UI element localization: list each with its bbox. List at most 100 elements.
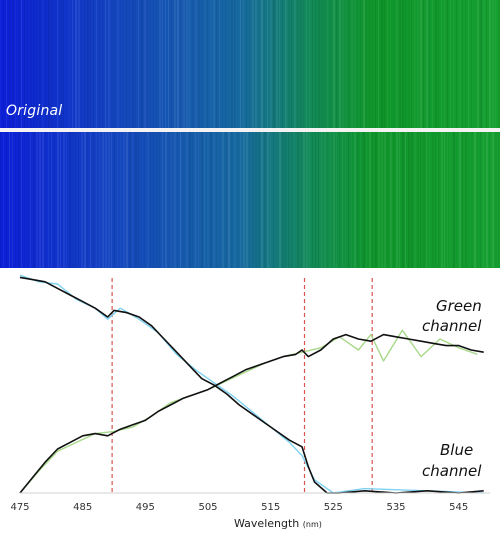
spectrum-stripe — [444, 132, 445, 268]
spectrum-stripe — [216, 0, 218, 128]
spectrum-stripe — [360, 0, 361, 128]
spectrum-stripe — [288, 132, 289, 268]
spectrum-stripe — [237, 132, 239, 268]
spectrum-stripe — [408, 132, 410, 268]
spectrum-stripe — [174, 0, 176, 128]
original-spectrum-gradient — [0, 0, 500, 128]
spectrum-stripe — [93, 132, 94, 268]
spectrum-stripe — [6, 0, 7, 128]
spectrum-stripe — [72, 132, 74, 268]
spectrum-stripe — [294, 0, 296, 128]
spectrum-stripe — [12, 132, 13, 268]
spectrum-stripe — [261, 132, 263, 268]
spectrum-stripe — [441, 132, 443, 268]
spectrum-stripe — [456, 0, 457, 128]
spectrum-stripe — [483, 132, 484, 268]
spectrum-stripe — [39, 0, 41, 128]
spectrum-stripe — [255, 0, 257, 128]
spectrum-stripe — [357, 132, 359, 268]
spectrum-stripe — [117, 132, 118, 268]
spectrum-stripe — [264, 132, 266, 268]
spectrum-stripe — [132, 132, 133, 268]
spectrum-stripe — [66, 0, 67, 128]
spectrum-stripe — [243, 0, 244, 128]
spectrum-stripe — [393, 132, 395, 268]
spectrum-stripe — [423, 132, 425, 268]
spectrum-stripe — [186, 132, 188, 268]
spectrum-stripe — [210, 132, 212, 268]
spectrum-stripe — [270, 132, 271, 268]
spectrum-stripe — [216, 132, 217, 268]
spectrum-stripe — [417, 132, 419, 268]
spectrum-stripe — [141, 132, 142, 268]
spectrum-stripe — [90, 132, 91, 268]
spectrum-stripe — [87, 0, 89, 128]
spectrum-stripe — [105, 0, 106, 128]
spectrum-stripe — [240, 0, 241, 128]
original-spectrum-stripes — [3, 0, 500, 128]
spectrum-stripe — [159, 132, 160, 268]
spectrum-stripe — [39, 132, 41, 268]
spectrum-stripe — [378, 0, 379, 128]
spectrum-stripe — [123, 132, 125, 268]
spectrum-stripe — [384, 0, 385, 128]
spectrum-stripe — [183, 132, 184, 268]
spectrum-stripe — [303, 0, 304, 128]
spectrum-stripe — [399, 0, 401, 128]
spectrum-stripe — [258, 132, 260, 268]
spectrum-stripe — [411, 0, 412, 128]
spectrum-stripe — [156, 132, 158, 268]
spectrum-stripe — [405, 132, 406, 268]
spectrum-stripe — [15, 132, 16, 268]
spectrum-stripe — [447, 0, 448, 128]
spectrum-stripe — [153, 0, 154, 128]
spectrum-stripe — [51, 132, 52, 268]
spectrum-stripe — [186, 0, 188, 128]
spectrum-stripe — [213, 0, 215, 128]
spectrum-stripe — [330, 132, 331, 268]
spectrum-stripe — [273, 0, 275, 128]
spectrum-stripe — [87, 132, 88, 268]
spectrum-stripe — [222, 0, 223, 128]
spectrum-stripe — [315, 132, 316, 268]
spectrum-stripe — [129, 0, 130, 128]
spectrum-stripe — [273, 132, 274, 268]
spectrum-stripe — [258, 0, 259, 128]
spectrum-stripe — [51, 0, 53, 128]
spectrum-stripe — [45, 132, 46, 268]
spectrum-stripe — [255, 132, 257, 268]
spectrum-stripe — [222, 132, 224, 268]
spectrum-stripe — [60, 132, 61, 268]
spectrum-stripe — [396, 0, 398, 128]
spectrum-stripe — [327, 132, 328, 268]
green-channel-label-line1: Green — [436, 297, 482, 315]
spectrum-stripe — [351, 132, 352, 268]
spectrum-stripe — [30, 132, 31, 268]
spectrum-stripe — [225, 132, 227, 268]
spectrum-stripe — [312, 132, 313, 268]
spectrum-stripe — [72, 0, 73, 128]
spectrum-stripe — [180, 132, 181, 268]
spectrum-stripe — [171, 0, 172, 128]
spectrum-stripe — [498, 0, 500, 128]
spectrum-stripe — [57, 132, 59, 268]
spectrum-stripe — [441, 0, 442, 128]
spectrum-stripe — [315, 0, 316, 128]
spectrum-stripe — [333, 0, 335, 128]
spectrum-stripe — [414, 132, 416, 268]
spectrum-stripe — [444, 0, 445, 128]
marker-lines — [111, 278, 373, 493]
spectrum-stripe — [459, 0, 461, 128]
spectrum-stripe — [348, 132, 349, 268]
spectrum-stripe — [447, 132, 448, 268]
spectrum-stripe — [42, 132, 44, 268]
spectrum-stripe — [249, 0, 250, 128]
spectrum-stripe — [285, 0, 287, 128]
spectrum-stripe — [207, 0, 208, 128]
spectrum-stripe — [48, 132, 49, 268]
spectrum-stripe — [30, 0, 32, 128]
blue-channel-label-line2: channel — [422, 462, 482, 480]
spectrum-stripe — [135, 132, 137, 268]
spectrum-stripe — [9, 0, 10, 128]
spectrum-stripe — [147, 0, 148, 128]
